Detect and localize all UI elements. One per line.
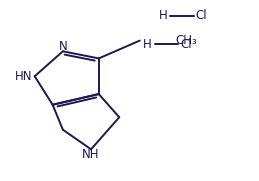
Text: NH: NH: [82, 148, 100, 161]
Text: N: N: [59, 40, 67, 53]
Text: H: H: [159, 9, 167, 22]
Text: CH₃: CH₃: [176, 34, 197, 47]
Text: Cl: Cl: [180, 38, 192, 51]
Text: Cl: Cl: [196, 9, 207, 22]
Text: H: H: [143, 38, 152, 51]
Text: HN: HN: [15, 70, 32, 83]
